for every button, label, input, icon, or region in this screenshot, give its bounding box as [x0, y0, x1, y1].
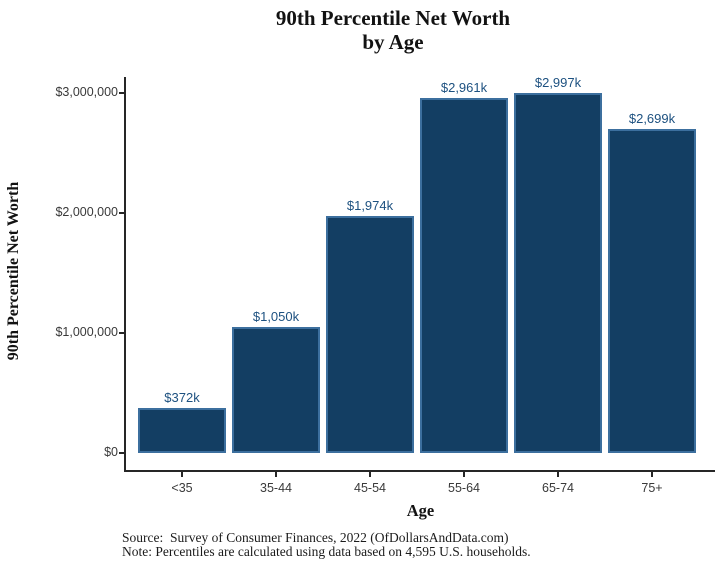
- bar-value-label: $1,050k: [252, 309, 300, 324]
- bar-35-44: [232, 327, 320, 453]
- x-tick-mark: [275, 472, 277, 477]
- x-tick-label: 65-74: [542, 481, 574, 495]
- y-tick-mark: [119, 332, 125, 334]
- y-axis-line: [124, 77, 126, 472]
- x-tick-label: 75+: [641, 481, 663, 495]
- chart-title: 90th Percentile Net Worth by Age: [66, 6, 720, 54]
- bar-value-label: $2,961k: [440, 79, 488, 95]
- bar-value-label: $2,997k: [534, 75, 582, 91]
- bar-value-label: $1,974k: [346, 198, 394, 214]
- bar-45-54: [326, 216, 414, 453]
- y-tick-label: $2,000,000: [55, 205, 118, 219]
- x-tick-mark: [369, 472, 371, 477]
- bar-75+: [608, 129, 696, 453]
- bar-value-label: $372k: [164, 390, 200, 406]
- y-tick-mark: [119, 452, 125, 454]
- source-caption: Source: Survey of Consumer Finances, 202…: [122, 530, 509, 545]
- y-tick-label: $1,000,000: [55, 325, 118, 339]
- x-axis-title: Age: [406, 501, 435, 520]
- y-tick-mark: [119, 212, 125, 214]
- note-caption: Note: Percentiles are calculated using d…: [122, 544, 531, 560]
- x-tick-label: 35-44: [260, 481, 292, 495]
- x-tick-mark: [181, 472, 183, 477]
- x-tick-mark: [651, 472, 653, 477]
- x-axis-line: [124, 470, 715, 472]
- x-tick-mark: [463, 472, 465, 477]
- x-tick-label: <35: [171, 481, 193, 495]
- y-tick-mark: [119, 92, 125, 94]
- x-tick-label: 45-54: [354, 481, 386, 495]
- bar-65-74: [514, 93, 602, 453]
- y-tick-label: $3,000,000: [55, 85, 118, 99]
- x-tick-label: 55-64: [448, 481, 480, 495]
- bar-value-label: $2,699k: [628, 111, 676, 127]
- caption-block: Source: Survey of Consumer Finances, 202…: [122, 530, 531, 560]
- y-tick-label: $0: [104, 445, 118, 459]
- chart-title-line2: by Age: [362, 30, 424, 55]
- chart-title-line1: 90th Percentile Net Worth: [275, 6, 511, 30]
- y-axis-title: 90th Percentile Net Worth: [5, 181, 22, 361]
- bar-55-64: [420, 97, 508, 453]
- bar-<35: [138, 408, 226, 453]
- x-tick-mark: [557, 472, 559, 477]
